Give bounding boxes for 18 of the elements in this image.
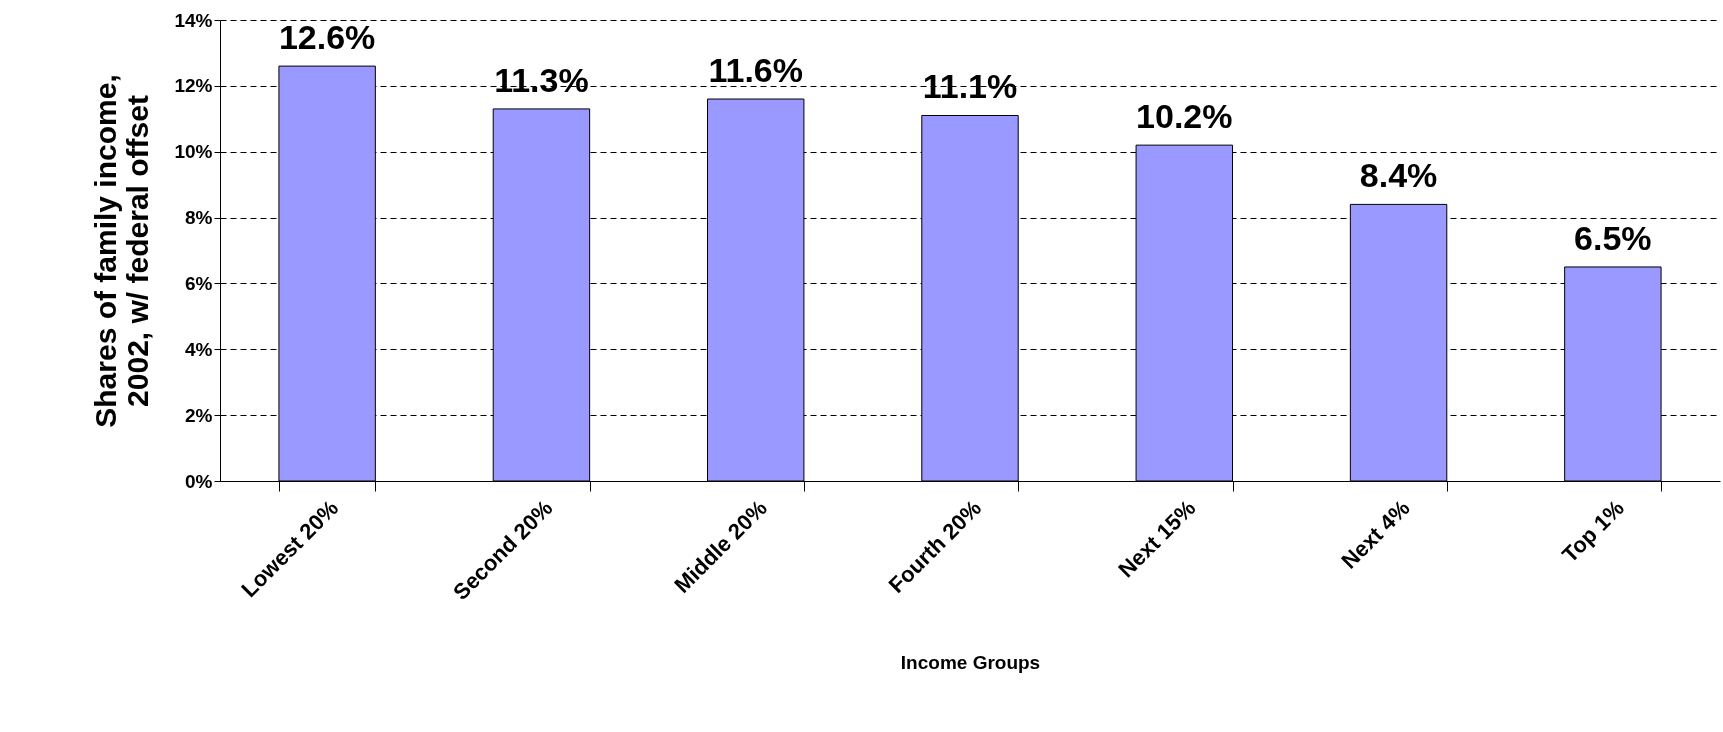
y-tick-label: 14% (174, 9, 213, 31)
data-label: 11.6% (708, 51, 803, 90)
y-tick-label: 10% (174, 141, 213, 163)
y-tick-label: 12% (174, 75, 213, 97)
y-tick-label: 0% (185, 470, 213, 492)
data-label: 11.1% (922, 67, 1018, 106)
y-tick-label: 4% (185, 338, 213, 360)
data-label: 8.4% (1359, 156, 1438, 195)
data-label: 10.2% (1136, 97, 1233, 136)
data-label: 12.6% (278, 18, 376, 57)
y-tick-label: 8% (185, 207, 213, 229)
data-label: 11.3% (494, 60, 589, 99)
data-label: 6.5% (1574, 218, 1652, 257)
y-axis-title: Shares of family income, 2002, w/ federal offset (89, 74, 155, 428)
y-tick-label: 2% (185, 404, 213, 426)
x-tick-label: Top 1% (1557, 495, 1629, 568)
x-axis-title: Income Groups (900, 651, 1041, 673)
y-tick-label: 6% (185, 272, 213, 294)
